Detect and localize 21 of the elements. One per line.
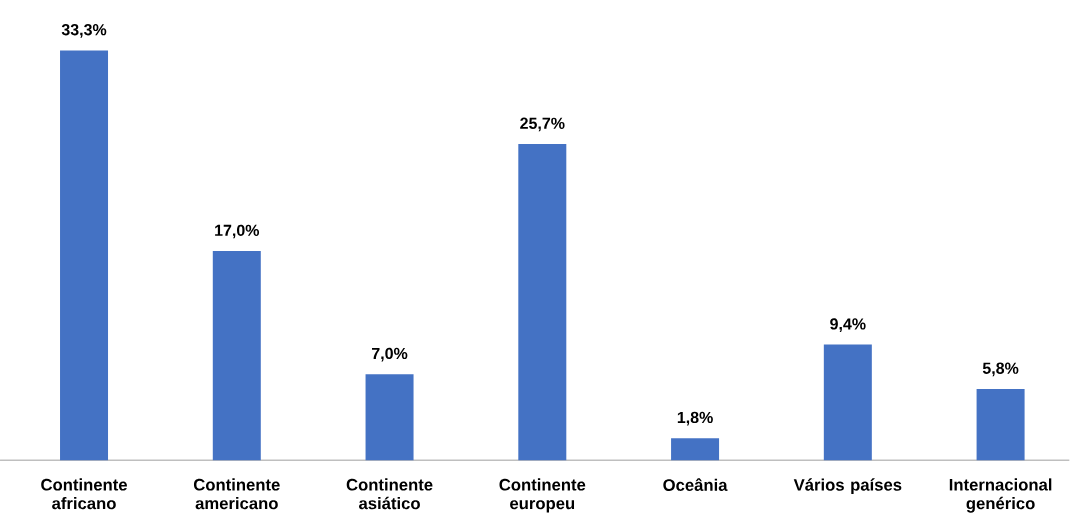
data-label: 7,0% — [372, 347, 408, 362]
data-label: 33,3% — [61, 24, 107, 38]
bar — [976, 388, 1025, 461]
bar — [212, 251, 261, 461]
bar — [365, 374, 414, 461]
data-label: 25,7% — [520, 117, 565, 132]
data-label: 5,8% — [982, 362, 1019, 377]
data-label: 1,8% — [677, 411, 713, 426]
bar — [518, 143, 567, 461]
data-label: 9,4% — [830, 318, 866, 332]
bar — [671, 438, 720, 461]
x-tick-label: Oceânia — [663, 478, 728, 491]
x-tick-label: Vários países — [793, 478, 902, 495]
x-tick-label: Continente americano — [193, 478, 280, 510]
x-tick-label: Internacional genérico — [949, 478, 1052, 513]
bar — [823, 344, 872, 461]
x-tick-label: Continente europeu — [499, 478, 586, 513]
data-label: 17,0% — [215, 224, 260, 239]
bar — [60, 50, 109, 461]
x-tick-label: Continente africano — [41, 478, 127, 510]
x-tick-label: Continente asiático — [346, 478, 433, 510]
